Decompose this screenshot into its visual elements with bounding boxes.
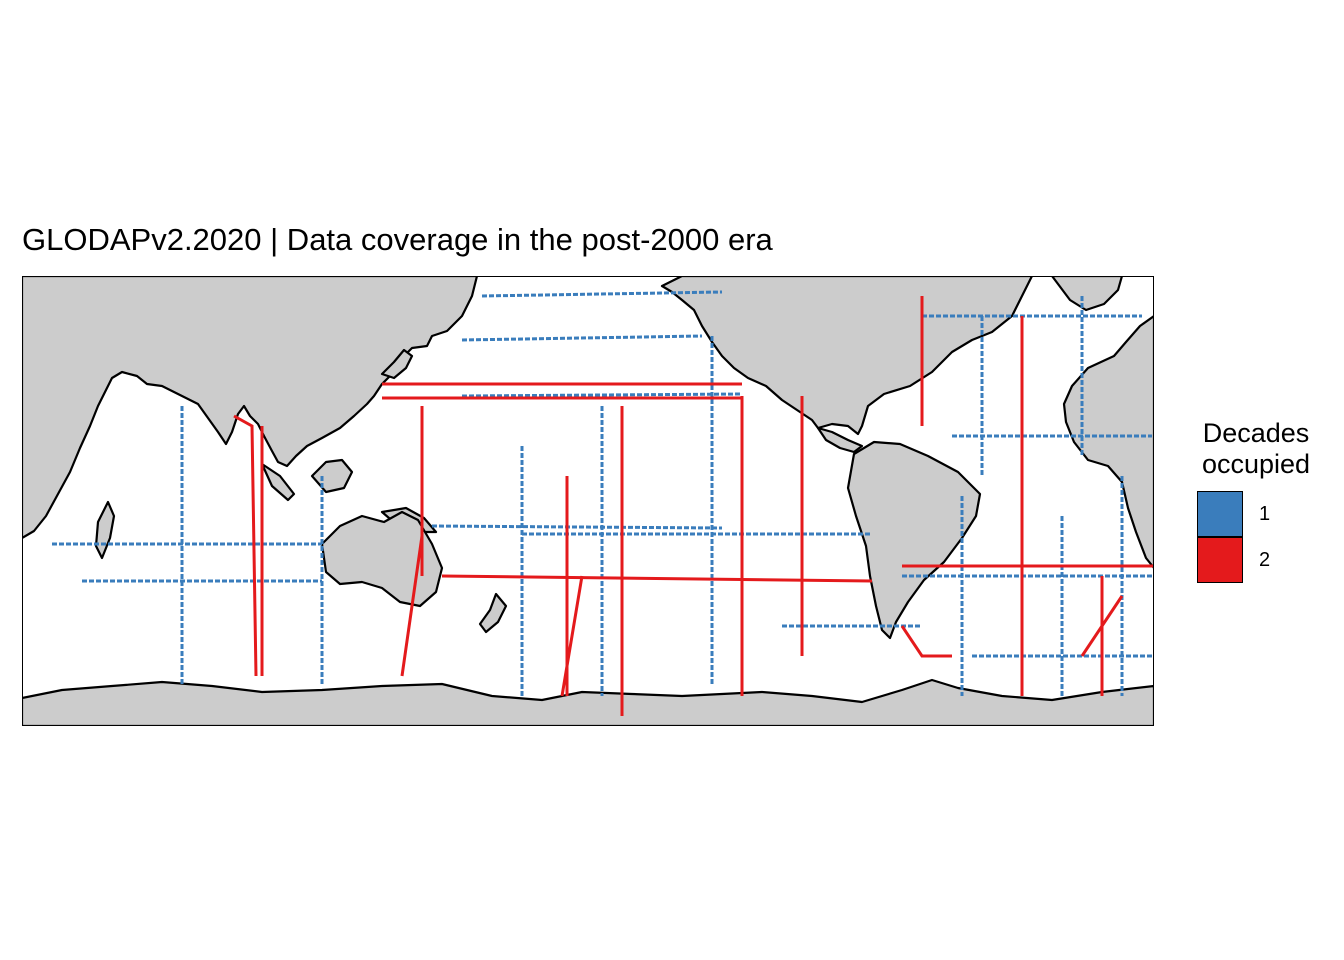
coverage-two-decades xyxy=(233,296,1154,716)
legend-label-2: 2 xyxy=(1259,549,1271,571)
land-new-zealand xyxy=(478,592,508,634)
coverage-one-decade xyxy=(52,290,1154,696)
legend-title-line1: Decades xyxy=(1202,418,1310,448)
legend: Decades occupied 1 2 xyxy=(1195,418,1317,583)
legend-title-line2: occupied xyxy=(1201,449,1311,479)
land-madagascar xyxy=(94,500,116,560)
legend-swatch-1 xyxy=(1197,491,1243,537)
legend-swatch-2 xyxy=(1197,537,1243,583)
land-australia xyxy=(320,510,444,608)
land-greenland xyxy=(1050,276,1124,312)
land-antarctica xyxy=(22,678,1154,726)
land-europe-africa-east xyxy=(1062,314,1154,570)
land-japan xyxy=(380,348,414,380)
land-sumatra xyxy=(260,462,296,502)
map-frame xyxy=(22,276,1154,726)
land-south-america xyxy=(846,440,982,640)
land-central-america xyxy=(816,426,864,454)
coverage-map xyxy=(22,276,1154,726)
legend-label-1: 1 xyxy=(1259,503,1271,525)
legend-title: Decades occupied xyxy=(1195,418,1317,480)
map-title: GLODAPv2.2020 | Data coverage in the pos… xyxy=(22,222,773,257)
